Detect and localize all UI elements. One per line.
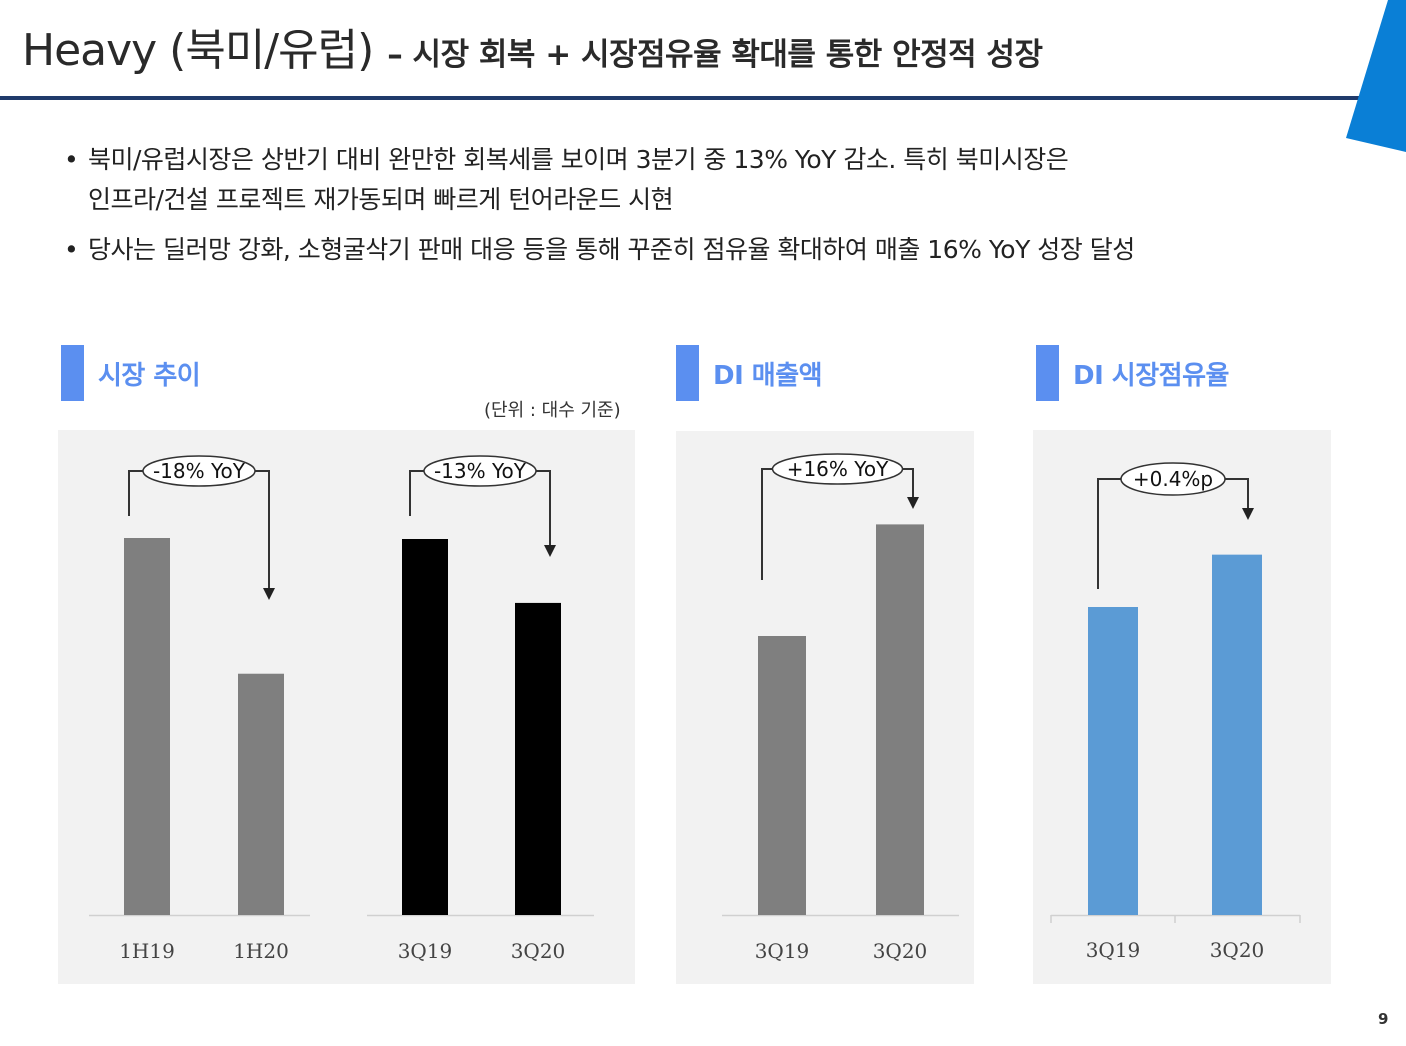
annotation-bracket-left: [409, 470, 424, 516]
annotation-label: -18% YoY: [153, 459, 246, 483]
annotation-arrowhead: [907, 497, 919, 509]
annotation-label: +0.4%p: [1133, 467, 1213, 491]
x-tick-label: 1H20: [233, 939, 289, 963]
annotation-bubble: [423, 455, 537, 487]
annotation-bracket-left: [1097, 478, 1121, 589]
section-label: DI 시장점유율: [1073, 360, 1229, 391]
x-tick-label: 3Q20: [511, 939, 566, 963]
annotation-label: -13% YoY: [434, 459, 527, 483]
annotation-bracket-left: [761, 468, 773, 580]
annotation-bracket-right: [1225, 478, 1249, 508]
share-chart: 3Q19 3Q20 +0.4%p: [1050, 462, 1301, 962]
bullet-dot: •: [64, 145, 79, 174]
bar-3q20: [876, 524, 924, 915]
page-title: Heavy (북미/유럽) – 시장 회복 + 시장점유율 확대를 통한 안정적 …: [22, 14, 1043, 78]
bar-3q20: [515, 602, 561, 915]
x-tick-label: 3Q19: [755, 939, 810, 963]
annotation-arrowhead: [263, 588, 275, 600]
section-label: DI 매출액: [713, 360, 823, 391]
annotation-bracket-right: [536, 470, 551, 545]
share-panel: 3Q19 3Q20 +0.4%p: [1033, 430, 1331, 984]
annotation-bracket-left: [128, 470, 143, 516]
page-title-subtitle: – 시장 회복 + 시장점유율 확대를 통한 안정적 성장: [387, 37, 1043, 73]
bar-3q19: [1088, 607, 1138, 915]
bar-3q20: [1212, 554, 1262, 915]
title-divider: [0, 96, 1390, 100]
annotation-label: +16% YoY: [787, 457, 889, 481]
bullet-line: 북미/유럽시장은 상반기 대비 완만한 회복세를 보이며 3분기 중 13% Y…: [88, 145, 1069, 174]
bullet-dot: •: [64, 235, 79, 264]
annotation-bubble: [1120, 462, 1226, 496]
bar-1h19: [124, 538, 170, 915]
bullet-line: 인프라/건설 프로젝트 재가동되며 빠르게 턴어라운드 시현: [88, 185, 674, 214]
bullet-item: • 북미/유럽시장은 상반기 대비 완만한 회복세를 보이며 3분기 중 13%…: [64, 140, 1364, 220]
annotation-arrowhead: [1242, 508, 1254, 520]
bar-3q19: [758, 636, 806, 915]
section-header-market: 시장 추이: [61, 345, 201, 401]
bullet-line: 당사는 딜러망 강화, 소형굴삭기 판매 대응 등을 통해 꾸준히 점유율 확대…: [88, 235, 1135, 264]
bar-1h20: [238, 673, 284, 915]
page-title-main: Heavy (북미/유럽): [22, 25, 374, 76]
x-tick-label: 3Q20: [873, 939, 928, 963]
bar-3q19: [402, 539, 448, 915]
section-marker: [61, 345, 84, 401]
annotation-bracket-right: [902, 468, 914, 497]
market-chart-3q: 3Q19 3Q20 -13% YoY: [367, 455, 594, 963]
section-header-sales: DI 매출액: [676, 345, 823, 401]
section-label: 시장 추이: [98, 360, 201, 391]
annotation-bubble: [771, 453, 904, 485]
x-tick-label: 3Q20: [1210, 938, 1265, 962]
annotation-bracket-right: [255, 470, 270, 588]
market-chart-1h: 1H19 1H20 -18% YoY: [89, 455, 310, 963]
sales-chart: 3Q19 3Q20 +16% YoY: [722, 453, 959, 963]
x-tick-label: 3Q19: [1086, 938, 1141, 962]
bullet-item: • 당사는 딜러망 강화, 소형굴삭기 판매 대응 등을 통해 꾸준히 점유율 …: [64, 230, 1364, 270]
annotation-arrowhead: [544, 545, 556, 557]
summary-bullets: • 북미/유럽시장은 상반기 대비 완만한 회복세를 보이며 3분기 중 13%…: [64, 140, 1364, 280]
x-tick-label: 3Q19: [398, 939, 453, 963]
page-number: 9: [1378, 1010, 1389, 1028]
annotation-bubble: [142, 455, 256, 487]
section-marker: [676, 345, 699, 401]
corner-accent-shape: [1346, 0, 1406, 152]
x-tick-label: 1H19: [119, 939, 175, 963]
sales-panel: 3Q19 3Q20 +16% YoY: [676, 431, 974, 984]
section-header-share: DI 시장점유율: [1036, 345, 1229, 401]
section-marker: [1036, 345, 1059, 401]
unit-note: (단위 : 대수 기준): [484, 400, 621, 421]
market-trend-panel: 1H19 1H20 -18% YoY 3Q19 3Q20 -13% YoY: [58, 430, 635, 984]
